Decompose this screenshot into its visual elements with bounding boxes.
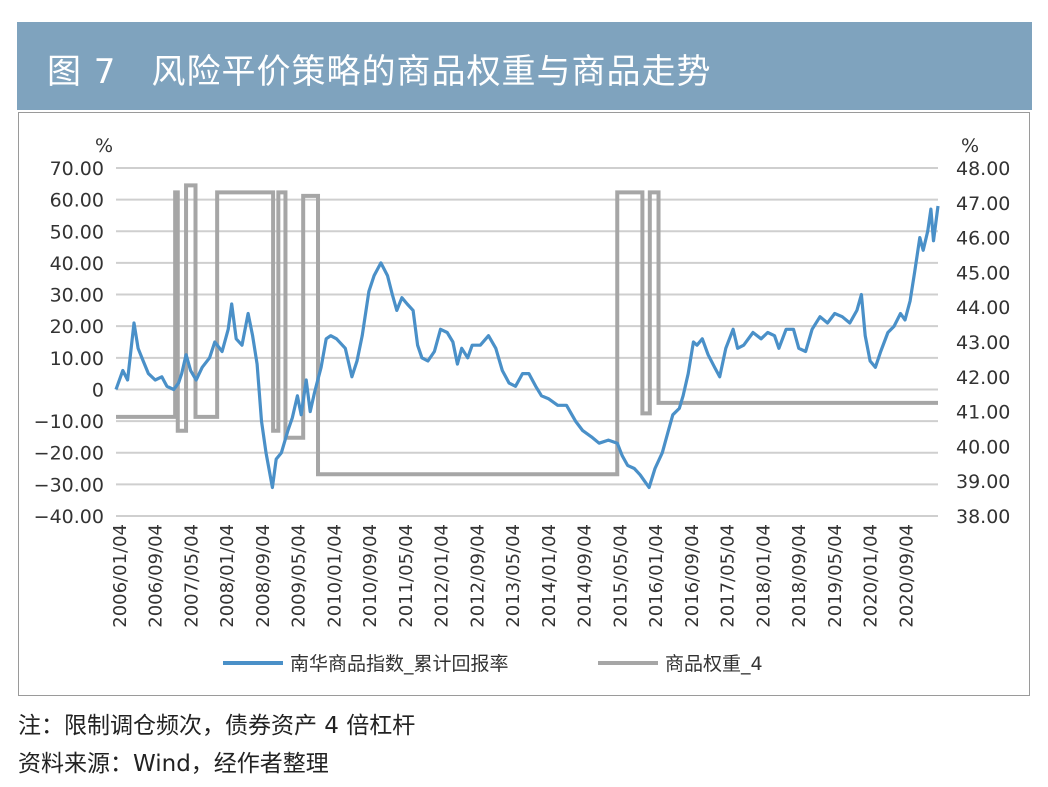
y-left-tick-label: 20.00 bbox=[50, 316, 104, 338]
legend-label-nanhua-index: 南华商品指数_累计回报率 bbox=[290, 653, 509, 675]
data-source: 资料来源：Wind，经作者整理 bbox=[18, 751, 329, 777]
y-right-tick-label: 47.00 bbox=[956, 193, 1010, 215]
x-tick-label: 2019/05/04 bbox=[825, 524, 846, 628]
x-tick-label: 2018/01/04 bbox=[753, 524, 774, 628]
x-tick-label: 2018/09/04 bbox=[789, 524, 810, 628]
series-line-nanhua-index bbox=[114, 205, 940, 490]
y-left-tick-label: 50.00 bbox=[50, 221, 104, 243]
x-tick-label: 2015/05/04 bbox=[610, 524, 631, 628]
x-tick-label: 2008/09/04 bbox=[253, 524, 274, 628]
y-right-tick-label: 46.00 bbox=[956, 228, 1010, 250]
x-tick-label: 2010/09/04 bbox=[360, 524, 381, 628]
x-tick-label: 2006/01/04 bbox=[110, 524, 131, 628]
y-right-tick-label: 44.00 bbox=[956, 297, 1010, 319]
series-line-commodity-weight bbox=[116, 183, 938, 477]
y-left-tick-label: −30.00 bbox=[34, 474, 104, 496]
x-tick-label: 2009/05/04 bbox=[289, 524, 310, 628]
x-tick-label: 2020/09/04 bbox=[896, 524, 917, 628]
x-tick-label: 2014/09/04 bbox=[575, 524, 596, 628]
y-right-tick-label: 40.00 bbox=[956, 436, 1010, 458]
y-left-tick-label: 0 bbox=[92, 379, 104, 401]
x-tick-label: 2006/09/04 bbox=[146, 524, 167, 628]
x-tick-label: 2007/05/04 bbox=[181, 524, 202, 628]
y-right-tick-label: 39.00 bbox=[956, 471, 1010, 493]
chart-title: 图 7 风险平价策略的商品权重与商品走势 bbox=[47, 52, 712, 92]
x-tick-label: 2013/05/04 bbox=[503, 524, 524, 628]
y-left-tick-label: 30.00 bbox=[50, 285, 104, 307]
x-tick-label: 2012/01/04 bbox=[432, 524, 453, 628]
y-left-tick-label: 40.00 bbox=[50, 253, 104, 275]
chart-title-banner: 图 7 风险平价策略的商品权重与商品走势 bbox=[17, 22, 1032, 110]
y-left-tick-label: 70.00 bbox=[50, 158, 104, 180]
y-left-tick-label: −20.00 bbox=[34, 443, 104, 465]
y-left-unit: % bbox=[95, 135, 113, 157]
y-right-tick-label: 38.00 bbox=[956, 506, 1010, 528]
y-right-tick-label: 43.00 bbox=[956, 332, 1010, 354]
chart-note: 注：限制调仓频次，债券资产 4 倍杠杆 bbox=[18, 713, 416, 739]
x-tick-label: 2011/05/04 bbox=[396, 524, 417, 628]
x-tick-label: 2012/09/04 bbox=[467, 524, 488, 628]
x-tick-label: 2008/01/04 bbox=[217, 524, 238, 628]
y-left-tick-label: 60.00 bbox=[50, 190, 104, 212]
x-tick-label: 2010/01/04 bbox=[324, 524, 345, 628]
y-right-tick-label: 42.00 bbox=[956, 367, 1010, 389]
y-left-tick-label: −40.00 bbox=[34, 506, 104, 528]
y-right-unit: % bbox=[961, 135, 979, 157]
x-tick-label: 2016/09/04 bbox=[682, 524, 703, 628]
x-tick-label: 2016/01/04 bbox=[646, 524, 667, 628]
x-tick-label: 2020/01/04 bbox=[861, 524, 882, 628]
y-left-tick-label: −10.00 bbox=[34, 411, 104, 433]
y-left-tick-label: 10.00 bbox=[50, 348, 104, 370]
y-right-tick-label: 45.00 bbox=[956, 262, 1010, 284]
y-right-tick-label: 41.00 bbox=[956, 402, 1010, 424]
legend-label-commodity-weight: 商品权重_4 bbox=[665, 653, 763, 675]
y-right-tick-label: 48.00 bbox=[956, 158, 1010, 180]
x-tick-label: 2017/05/04 bbox=[718, 524, 739, 628]
chart: 70.00 60.00 50.00 40.00 30.00 20.00 10.00 0 −10.… bbox=[34, 135, 1011, 675]
x-tick-label: 2014/01/04 bbox=[539, 524, 560, 628]
